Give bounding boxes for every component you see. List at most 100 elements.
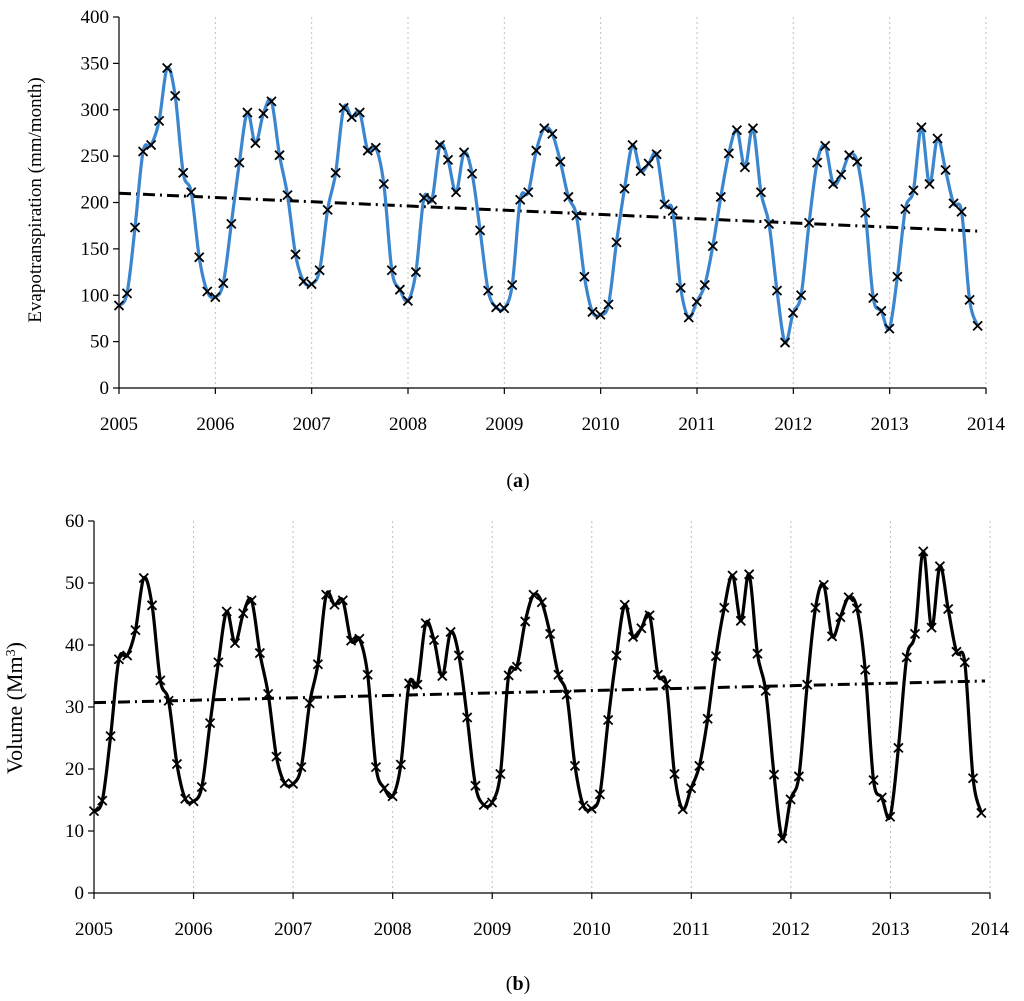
data-point-marker xyxy=(948,198,959,209)
data-point-marker xyxy=(702,713,713,724)
y-tick-label: 400 xyxy=(81,7,110,28)
data-point-marker xyxy=(386,265,397,276)
x-tick-label: 2011 xyxy=(678,414,715,435)
data-point-marker xyxy=(694,760,705,772)
data-point-marker xyxy=(137,146,149,157)
data-point-marker xyxy=(943,603,954,615)
data-point-marker xyxy=(967,773,979,784)
data-point-marker xyxy=(755,187,767,198)
data-point-marker xyxy=(940,164,951,176)
y-axis-label: Volume (Mm3) xyxy=(2,642,27,774)
data-point-marker xyxy=(851,603,863,614)
data-point-marker xyxy=(196,781,207,793)
data-point-marker xyxy=(586,803,597,814)
data-point-marker xyxy=(561,689,572,700)
data-point-marker xyxy=(486,797,498,808)
data-point-marker xyxy=(221,606,232,617)
trendline xyxy=(93,679,986,705)
x-tick-label: 2007 xyxy=(274,919,312,940)
data-point-marker xyxy=(563,191,574,203)
data-point-marker xyxy=(644,610,655,621)
x-tick-label: 2009 xyxy=(473,919,511,940)
data-point-marker xyxy=(528,589,539,600)
data-point-marker xyxy=(595,309,606,320)
data-point-marker xyxy=(699,279,710,291)
data-point-marker xyxy=(707,240,718,252)
y-tick-label: 100 xyxy=(81,285,110,306)
data-point-marker xyxy=(924,178,935,190)
data-point-marker xyxy=(569,760,581,772)
data-point-marker xyxy=(458,147,470,158)
x-tick-label: 2014 xyxy=(967,414,1006,435)
data-point-marker xyxy=(146,600,158,611)
data-point-marker xyxy=(793,771,805,782)
y-tick-label: 50 xyxy=(65,573,84,594)
data-point-marker xyxy=(346,112,357,123)
y-tick-label: 0 xyxy=(75,883,85,904)
data-point-marker xyxy=(213,657,224,668)
data-point-marker xyxy=(410,266,422,278)
data-point-marker xyxy=(918,546,929,557)
data-point-marker xyxy=(153,115,165,127)
data-point-marker xyxy=(531,145,542,156)
data-point-marker xyxy=(723,148,735,159)
data-point-marker xyxy=(138,572,149,584)
data-point-marker xyxy=(362,145,373,156)
y-tick-label: 150 xyxy=(81,239,110,260)
data-point-marker xyxy=(667,205,678,216)
data-point-marker xyxy=(553,669,564,680)
x-tick-label: 2009 xyxy=(485,414,523,435)
data-point-marker xyxy=(121,288,133,299)
data-point-marker xyxy=(976,807,987,819)
data-point-marker xyxy=(820,140,831,152)
data-point-marker xyxy=(354,107,365,118)
data-point-marker xyxy=(113,300,125,311)
data-point-marker xyxy=(715,191,726,203)
data-point-marker xyxy=(951,646,962,657)
x-tick-label: 2013 xyxy=(871,414,909,435)
series-line xyxy=(92,549,983,841)
data-point-marker xyxy=(370,762,382,773)
data-point-marker xyxy=(155,675,166,686)
data-point-marker xyxy=(130,624,141,636)
y-tick-label: 0 xyxy=(100,378,110,399)
data-point-marker xyxy=(412,679,423,690)
data-point-marker xyxy=(619,183,630,194)
data-point-marker xyxy=(97,795,108,806)
data-point-marker xyxy=(860,207,871,218)
data-point-marker xyxy=(370,142,381,153)
data-point-marker xyxy=(685,783,697,794)
data-point-marker xyxy=(474,225,486,236)
data-point-marker xyxy=(959,657,970,668)
y-tick-label: 350 xyxy=(81,53,110,74)
data-point-marker xyxy=(587,306,598,318)
data-point-marker xyxy=(787,307,799,319)
data-point-marker xyxy=(226,218,237,229)
data-point-marker xyxy=(659,199,670,210)
data-point-marker xyxy=(163,695,174,706)
data-point-marker xyxy=(579,271,590,282)
data-point-marker xyxy=(145,139,157,151)
data-point-marker xyxy=(178,167,189,178)
data-point-marker xyxy=(752,648,763,659)
data-point-marker xyxy=(254,647,265,659)
data-point-marker xyxy=(731,125,743,136)
data-point-marker xyxy=(739,162,751,173)
data-point-marker xyxy=(852,156,863,167)
data-point-marker xyxy=(428,634,440,646)
data-point-marker xyxy=(768,769,780,780)
data-point-marker xyxy=(892,271,903,282)
data-point-marker xyxy=(611,650,622,661)
data-point-marker xyxy=(395,759,406,770)
x-tick-label: 2008 xyxy=(374,919,412,940)
data-point-marker xyxy=(507,279,518,291)
data-point-marker xyxy=(795,290,807,301)
data-point-marker xyxy=(669,768,680,780)
data-point-marker xyxy=(876,305,887,317)
series-line xyxy=(117,65,980,345)
data-point-marker xyxy=(972,320,983,331)
x-tick-label: 2014 xyxy=(971,919,1010,940)
chart-panel-a: 0 50 100 150 200 250 300 350 400 2005 2006 2007 200… xyxy=(25,7,1006,492)
data-point-marker xyxy=(818,579,829,590)
data-point-marker xyxy=(482,285,494,296)
